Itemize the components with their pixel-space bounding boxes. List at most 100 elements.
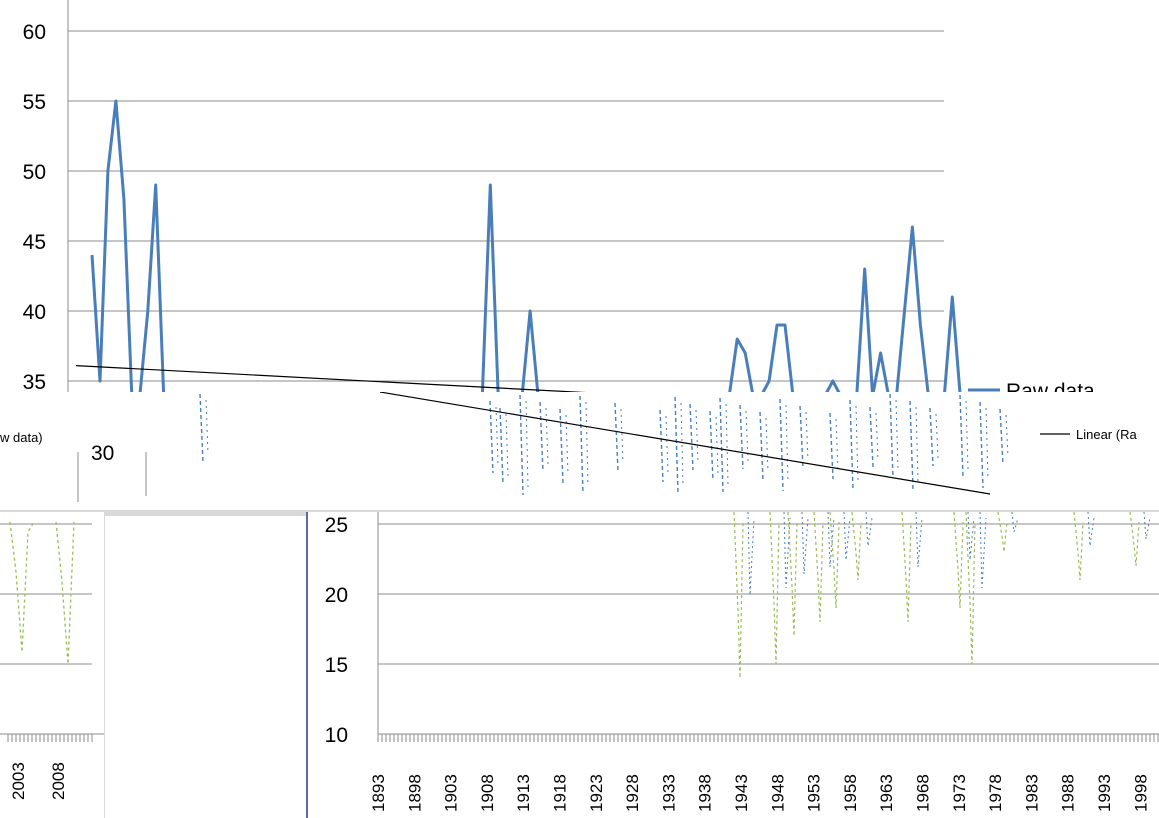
artifact-stroke [525,400,529,488]
lower-x-tick-label: 1903 [442,774,461,812]
artifact-stroke [495,406,499,466]
artifact-stroke [785,404,789,484]
lower-x-tick-label: 1953 [805,774,824,812]
lower-blue-artifact [979,512,987,589]
legend-raw-label: Raw data [1006,380,1095,394]
lower-green-artifact [901,512,912,623]
lower-x-tick-label: 1963 [877,774,896,812]
left-green-artifact [55,521,75,665]
artifact-stroke [680,402,684,486]
lower-blue-artifact [801,512,809,575]
artifact-stroke [579,395,584,495]
left-fragment-chart: 2003 2008 [0,521,104,800]
lower-blue-artifact [843,512,851,561]
upper-y-tick-label: 40 [23,301,46,324]
artifact-stroke [539,401,544,473]
artifact-stroke [489,400,494,474]
lower-green-artifact [965,512,976,665]
lower-x-tick-label: 1898 [405,774,424,812]
artifact-stroke [739,404,744,470]
lower-chart-panel: 25 20 15 10 1893 1898 1903 1908 1913 1918 1923 1928… [306,512,1159,818]
legend-trend-partial-label: Linear (Ra [1076,427,1137,442]
stray-y-tick-label: 30 [91,442,114,465]
lower-blue-artifact [915,512,923,568]
artifact-stroke [505,413,509,477]
lower-y-tick-label: 10 [325,724,348,747]
lower-blue-artifact [1011,512,1019,533]
lower-x-tick-label: 1923 [587,774,606,812]
artifact-stroke [959,394,964,478]
lower-x-tick-label: 1988 [1059,774,1078,812]
lower-blue-artifact [967,512,975,561]
lower-x-tick-label: 1983 [1022,774,1041,812]
artifact-stroke [665,415,669,475]
upper-y-tick-label: 55 [23,91,46,114]
artifact-stroke [545,407,549,465]
artifact-stroke [585,401,589,487]
artifact-stroke [935,413,939,459]
raw-data-series [90,99,962,394]
lower-green-artifact [1073,512,1084,581]
artifact-stroke [999,408,1004,466]
lower-x-tick-label: 1928 [623,774,642,812]
artifact-stroke [614,402,619,472]
artifact-stroke [725,403,729,485]
trend-line-band [379,392,991,495]
artifact-stroke [620,408,624,464]
lower-green-artifact [997,512,1008,553]
left-x-tick-label: 2008 [49,762,68,800]
upper-y-tick-label: 35 [23,371,46,394]
lower-blue-artifact [827,512,835,568]
lower-green-artifact [829,512,840,609]
artifact-stroke [659,409,664,483]
upper-y-tick-label: 45 [23,231,46,254]
glitch-band-chart: w data) 30 Linear (Ra [0,392,1159,516]
upper-y-tick-label: 60 [23,21,46,44]
artifact-stroke [559,408,564,484]
artifact-stroke [869,406,874,468]
lower-green-artifact [733,512,744,679]
lower-x-tick-label: 1958 [841,774,860,812]
artifact-stroke [565,414,569,476]
lower-chart: 25 20 15 10 1893 1898 1903 1908 1913 1918 1923 1928… [325,512,1159,812]
artifact-stroke [855,405,859,483]
artifact-stroke [719,397,724,493]
lower-x-tick-label: 1998 [1131,774,1150,812]
artifact-stroke [965,400,969,470]
artifact-stroke [829,412,834,480]
lower-green-artifact [787,512,798,637]
lower-x-tick-label: 1978 [986,774,1005,812]
legend-raw-partial-label: w data) [0,430,43,445]
artifact-stroke [695,409,699,463]
left-green-artifact [9,521,35,653]
artifact-stroke [889,393,894,479]
artifact-stroke [985,407,989,481]
artifact-stroke [799,405,804,469]
lower-y-tick-label: 25 [325,514,348,537]
artifact-stroke [519,394,524,496]
artifact-stroke [779,398,784,492]
artifact-stroke [805,411,809,461]
lower-green-artifact [953,512,964,609]
artifact-stroke [199,393,204,463]
lower-y-tick-label: 20 [325,584,348,607]
lower-blue-artifact [1143,512,1151,540]
lower-x-tick-label: 1918 [551,774,570,812]
upper-chart: 60 55 50 45 40 35 Raw data [23,0,1095,394]
lower-y-tick-label: 15 [325,654,348,677]
artifact-stroke [849,399,854,491]
lower-x-tick-label: 1943 [732,774,751,812]
lower-blue-artifact [783,512,791,589]
artifact-stroke [745,410,749,462]
lower-green-artifact [813,512,824,623]
artifact-stroke [689,403,694,471]
artifact-stroke [759,411,764,481]
artifact-stroke [835,418,839,472]
left-chart-fragment: 2003 2008 [0,512,105,818]
lower-x-tick-label: 1993 [1095,774,1114,812]
left-x-tick-label: 2003 [9,762,28,800]
artifact-stroke [875,412,879,460]
render-glitch-band: w data) 30 Linear (Ra [0,392,1159,516]
artifact-stroke [895,399,899,471]
artifact-stroke [715,416,719,474]
